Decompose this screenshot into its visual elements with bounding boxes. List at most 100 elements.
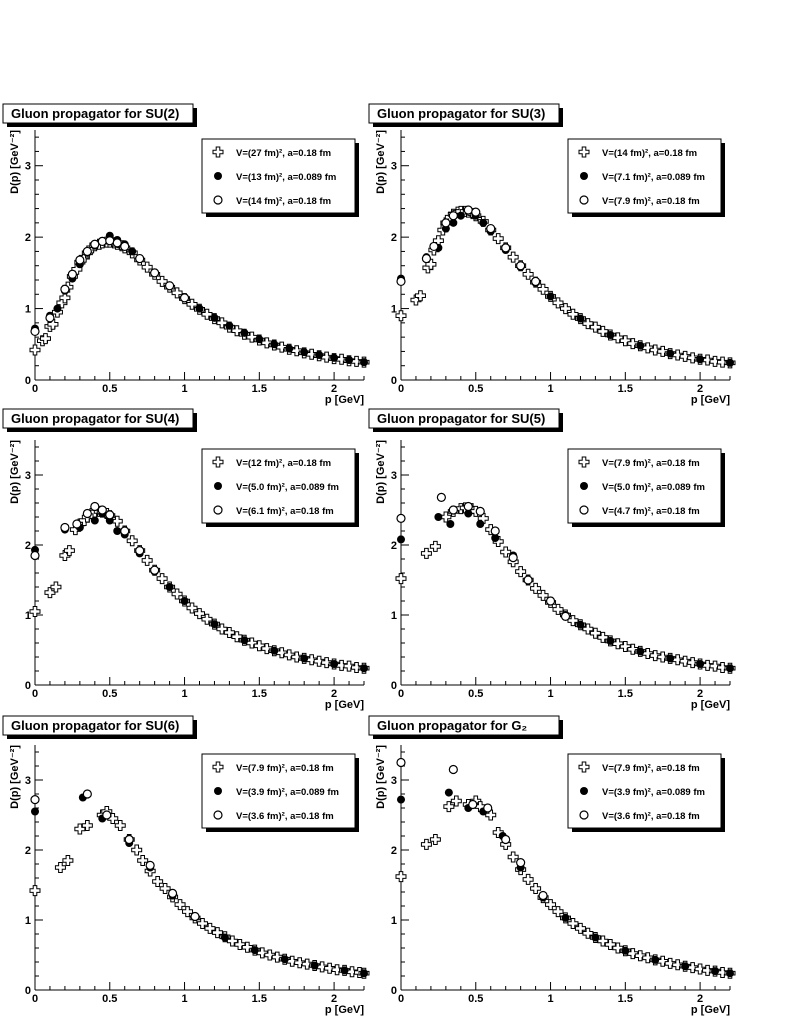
- x-tick-label: 2: [697, 993, 703, 1005]
- data-point: [60, 522, 70, 533]
- data-point: [29, 885, 41, 897]
- data-point: [477, 512, 489, 524]
- legend-marker: [580, 482, 588, 490]
- data-point: [82, 246, 92, 257]
- data-point: [702, 964, 714, 976]
- y-axis-label: D(p) [GeV⁻²]: [375, 440, 387, 504]
- data-point: [501, 834, 511, 845]
- data-point: [576, 314, 585, 323]
- data-point: [627, 338, 639, 350]
- x-tick-label: 0.5: [468, 993, 483, 1005]
- data-point: [591, 933, 600, 942]
- data-point: [186, 602, 198, 614]
- legend-frame: [201, 138, 356, 214]
- data-point: [105, 510, 115, 520]
- data-point: [360, 969, 368, 978]
- data-point: [97, 505, 107, 515]
- legend-entry: V=(13 fm)², a=0.089 fm: [236, 172, 336, 183]
- x-tick-label: 1.5: [252, 383, 267, 395]
- data-point: [545, 899, 557, 911]
- chart-title-box: Gluon propagator for SU(4): [2, 408, 197, 432]
- data-point: [450, 795, 462, 807]
- data-point: [666, 349, 675, 358]
- x-axis-label: p [GeV]: [691, 1004, 730, 1016]
- data-point: [285, 344, 294, 353]
- legend-marker: [212, 456, 224, 468]
- data-point: [171, 588, 183, 600]
- title-frame: [368, 715, 560, 736]
- data-point: [310, 961, 319, 970]
- data-point: [606, 636, 615, 645]
- data-point: [29, 606, 41, 617]
- data-point: [105, 236, 115, 246]
- x-tick-label: 0: [398, 383, 404, 395]
- data-point: [44, 587, 56, 599]
- data-point: [97, 236, 107, 247]
- data-point: [270, 646, 279, 655]
- data-point: [255, 335, 264, 344]
- data-point: [657, 345, 669, 357]
- data-point: [443, 801, 455, 813]
- data-point: [345, 356, 354, 364]
- data-point: [619, 335, 631, 347]
- series-3: [396, 757, 548, 901]
- data-point: [174, 899, 186, 911]
- data-point: [313, 655, 325, 667]
- data-point: [448, 505, 458, 515]
- legend-frame: [201, 448, 356, 524]
- y-tick-label: 2: [25, 232, 31, 244]
- data-point: [522, 873, 534, 885]
- data-point: [182, 906, 194, 918]
- legend-entry: V=(5.0 fm)², a=0.089 fm: [602, 482, 705, 493]
- data-point: [530, 582, 542, 594]
- x-tick-label: 2: [697, 383, 703, 395]
- y-axis-label: D(p) [GeV⁻²]: [9, 440, 21, 504]
- legend-entry: V=(7.9 fm)², a=0.18 fm: [602, 763, 700, 774]
- data-point: [250, 946, 259, 955]
- data-point: [717, 356, 729, 368]
- x-tick-label: 1: [181, 993, 187, 1005]
- chart-panel-3: Gluon propagator for SU(4) 0 0.5 1 1.5 2 0 1 2 3 p…: [2, 408, 370, 711]
- y-tick-label: 2: [25, 845, 31, 857]
- y-axis-label: D(p) [GeV⁻²]: [375, 130, 387, 194]
- data-point: [397, 795, 405, 804]
- data-point: [449, 218, 458, 227]
- x-tick-label: 1: [547, 383, 553, 395]
- data-point: [351, 662, 363, 673]
- data-point: [194, 608, 205, 620]
- legend-marker: [214, 482, 222, 490]
- chart-panel-5: Gluon propagator for SU(6) 0 0.5 1 1.5 2 0 1 2 3 p…: [2, 715, 370, 1016]
- data-point: [567, 918, 579, 929]
- legend-entry: V=(4.7 fm)², a=0.18 fm: [602, 506, 700, 517]
- data-point: [441, 218, 451, 228]
- data-point: [225, 321, 234, 330]
- chart-title-box: Gluon propagator for SU(3): [368, 103, 563, 127]
- data-point: [582, 318, 594, 330]
- data-point: [597, 631, 609, 643]
- data-point: [483, 803, 493, 813]
- data-point: [444, 788, 453, 797]
- chart-title: Gluon propagator for G₂: [377, 718, 527, 733]
- x-tick-label: 1: [181, 383, 187, 395]
- data-point: [90, 239, 100, 249]
- data-point: [331, 964, 343, 976]
- data-point: [29, 344, 41, 356]
- legend-entry: V=(5.0 fm)², a=0.089 fm: [236, 482, 339, 493]
- data-point: [190, 911, 200, 922]
- x-tick-label: 1.5: [252, 688, 267, 700]
- chart-title: Gluon propagator for SU(5): [377, 411, 545, 426]
- y-tick-label: 2: [391, 540, 397, 552]
- data-point: [270, 340, 279, 349]
- data-point: [694, 963, 706, 975]
- data-point: [234, 939, 246, 950]
- data-point: [156, 573, 168, 585]
- data-point: [340, 966, 349, 975]
- legend-entry: V=(12 fm)², a=0.18 fm: [236, 458, 331, 469]
- title-frame: [368, 408, 560, 429]
- data-point: [552, 603, 564, 615]
- data-point: [171, 287, 183, 299]
- data-point: [271, 951, 283, 963]
- legend: V=(14 fm)², a=0.18 fm V=(7.1 fm)², a=0.08…: [567, 138, 725, 217]
- x-tick-label: 0.5: [102, 688, 117, 700]
